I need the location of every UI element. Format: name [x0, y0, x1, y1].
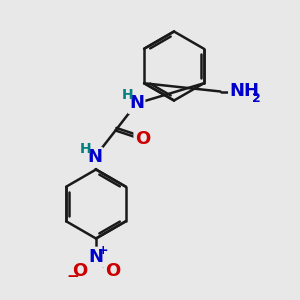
Text: O: O [72, 262, 87, 280]
Text: +: + [97, 244, 108, 257]
Text: 2: 2 [251, 92, 260, 105]
Text: −: − [67, 269, 79, 284]
Text: NH: NH [230, 82, 260, 100]
Text: O: O [105, 262, 120, 280]
Text: O: O [135, 130, 150, 148]
Text: H: H [122, 88, 133, 102]
Text: N: N [87, 148, 102, 166]
Text: H: H [80, 142, 91, 156]
Text: N: N [129, 94, 144, 112]
Text: N: N [88, 248, 104, 266]
